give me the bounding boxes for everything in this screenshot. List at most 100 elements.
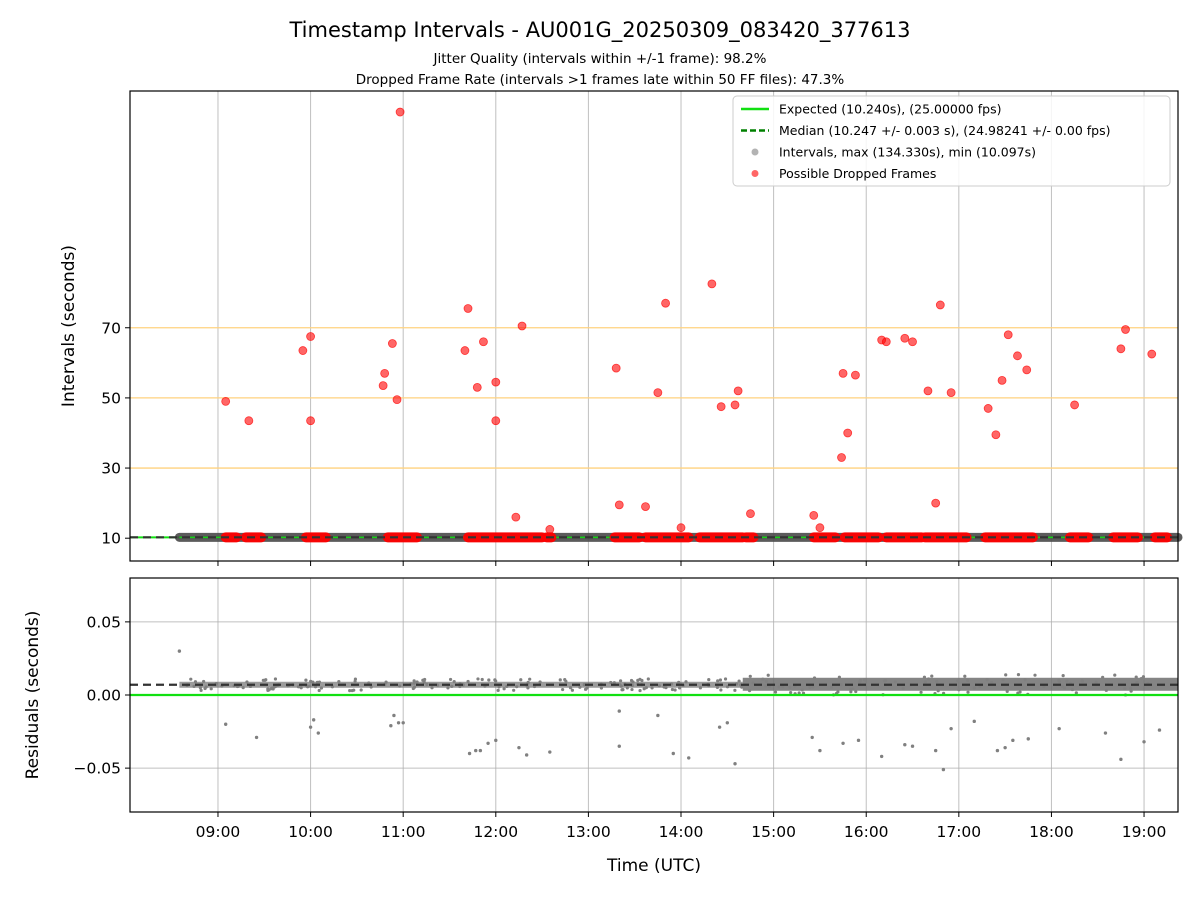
residual-point: [936, 689, 940, 693]
dropped-frame-point: [1003, 330, 1013, 340]
dropped-frame-point: [838, 368, 848, 378]
residual-point: [618, 679, 623, 683]
dropped-frame-point: [244, 416, 254, 426]
dropped-frame-point: [908, 337, 917, 347]
residual-point: [1094, 680, 1098, 684]
dropped-frame-point: [923, 386, 933, 396]
legend-label-intervals: Intervals, max (134.330s), min (10.097s): [779, 145, 1036, 160]
residual-point: [412, 681, 416, 685]
residual-outlier-point: [474, 748, 478, 753]
residual-point: [1113, 673, 1117, 677]
residual-point: [747, 688, 752, 693]
dropped-frame-point: [730, 400, 740, 410]
dropped-frame-point: [653, 388, 663, 398]
residual-outlier-point: [910, 744, 915, 748]
dropped-frame-point: [306, 332, 315, 341]
residual-point: [621, 688, 625, 692]
residual-point: [350, 688, 354, 693]
residual-point: [398, 684, 402, 688]
residual-point: [662, 685, 666, 689]
residual-point: [487, 678, 491, 682]
residuals-y-tick-label: 0.05: [86, 613, 121, 631]
dropped-frame-point: [707, 279, 717, 289]
residual-point: [1129, 686, 1133, 690]
residuals-y-tick-label: −0.05: [74, 760, 122, 778]
residual-outlier-point: [1011, 738, 1015, 743]
residual-outlier-point: [617, 744, 621, 748]
residual-point: [264, 678, 268, 682]
dropped-frame-point: [491, 416, 501, 426]
residual-point: [901, 686, 905, 691]
residual-point: [1135, 680, 1139, 685]
residual-outlier-point: [617, 709, 621, 713]
residual-point: [599, 686, 604, 690]
dropped-frame-point: [472, 382, 482, 392]
residual-outlier-point: [995, 748, 1000, 753]
residual-point: [893, 680, 897, 684]
residual-point: [412, 679, 416, 683]
residual-point: [193, 680, 198, 684]
residual-point: [1033, 673, 1037, 677]
residual-point: [561, 687, 565, 692]
dropped-frame-point: [733, 386, 743, 396]
residual-point: [698, 686, 702, 690]
residual-point: [558, 678, 562, 682]
residual-point: [657, 684, 661, 688]
dropped-frame-point: [395, 107, 405, 117]
residual-point: [466, 679, 470, 684]
residual-point: [313, 685, 318, 689]
x-tick-label: 16:00: [844, 823, 889, 841]
residual-outlier-point: [1119, 757, 1123, 762]
residual-point: [923, 680, 927, 684]
residual-point: [811, 685, 815, 689]
residuals-y-tick-label: 0.00: [86, 687, 121, 705]
dropped-frame-point: [881, 337, 891, 347]
residual-point: [189, 677, 193, 681]
residual-point: [526, 686, 530, 690]
residual-point: [422, 680, 426, 684]
x-tick-label: 13:00: [566, 823, 611, 841]
residual-point: [737, 679, 741, 683]
residual-point: [203, 686, 207, 691]
x-tick-label: 11:00: [381, 823, 426, 841]
residual-point: [1001, 678, 1005, 682]
residual-point: [273, 677, 278, 681]
residual-point: [241, 686, 245, 690]
residual-outlier-point: [223, 722, 228, 726]
intervals-y-axis-label: Intervals (seconds): [59, 245, 79, 407]
residual-point: [956, 679, 960, 683]
residual-point: [715, 685, 719, 689]
residual-outlier-point: [941, 767, 946, 772]
residual-point: [1062, 686, 1067, 690]
residual-point: [423, 677, 427, 682]
x-tick-label: 10:00: [288, 823, 333, 841]
residual-point: [863, 678, 867, 682]
legend-label-expected: Expected (10.240s), (25.00000 fps): [779, 102, 1001, 117]
residual-outlier-point: [1142, 740, 1146, 744]
residual-point: [299, 686, 303, 690]
x-tick-label: 17:00: [936, 823, 981, 841]
residual-point: [476, 677, 480, 681]
residual-point: [808, 685, 812, 690]
residual-point: [1057, 679, 1061, 683]
residual-point: [450, 684, 454, 689]
residual-point: [812, 676, 817, 680]
residuals-band-late: [742, 677, 1178, 691]
residual-point: [448, 677, 453, 682]
intervals-data: [130, 107, 1183, 543]
intervals-y-tick-label: 10: [101, 530, 121, 548]
residual-outlier-point: [548, 750, 552, 754]
chart-subtitle-jitter: Jitter Quality (intervals within +/-1 fr…: [433, 51, 767, 67]
residual-outlier-point: [818, 748, 822, 753]
intervals-y-ticks: 10 30 50 70: [101, 319, 130, 548]
dropped-frame-point: [298, 346, 308, 355]
dropped-frame-point: [491, 377, 501, 387]
dropped-frame-point: [676, 523, 686, 533]
legend-label-dropped: Possible Dropped Frames: [779, 166, 936, 181]
residual-point: [612, 681, 616, 685]
residual-point: [1065, 679, 1069, 683]
residual-point: [646, 677, 650, 681]
residual-point: [788, 685, 792, 689]
dropped-frame-point: [991, 430, 1001, 440]
residual-point: [797, 691, 801, 695]
